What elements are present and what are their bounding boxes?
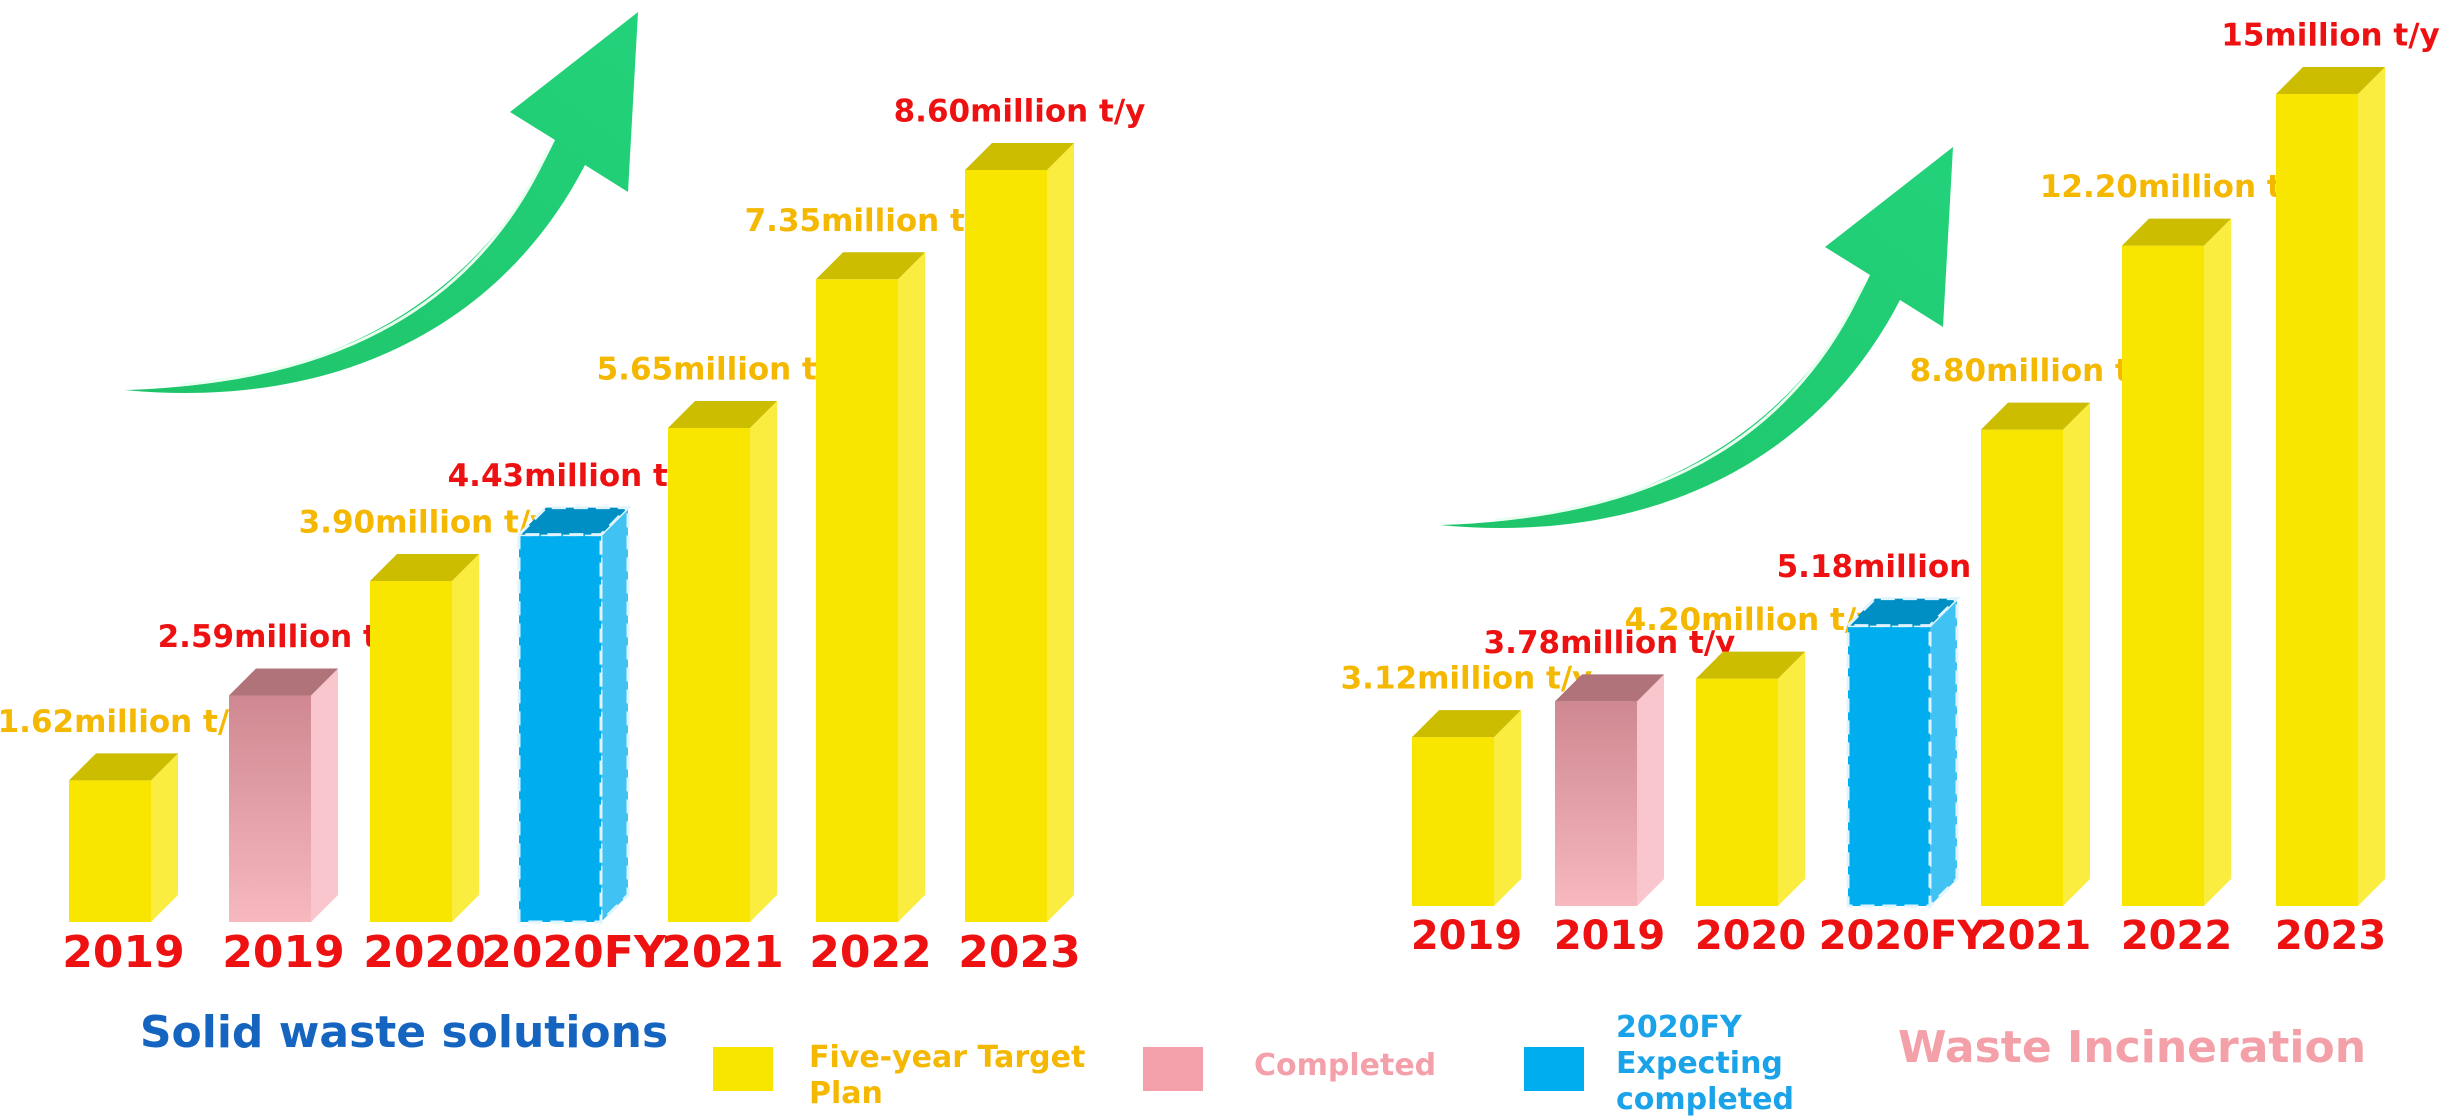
value-label: 3.90million t/y	[299, 504, 551, 540]
bar-top	[1696, 651, 1805, 679]
bar-top	[668, 400, 777, 428]
bar	[816, 279, 898, 922]
bar-side	[2204, 218, 2231, 906]
legend-label: Completed	[1254, 1048, 1437, 1083]
category-label: 2020FY	[1819, 913, 1988, 959]
bar-top	[69, 753, 178, 781]
bar	[1555, 701, 1637, 906]
legend-swatch	[1524, 1047, 1584, 1091]
bar-top	[370, 553, 479, 581]
arrow-right	[1440, 147, 1953, 529]
category-label: 2021	[661, 927, 783, 978]
bar-top	[816, 252, 925, 280]
bar	[2276, 94, 2358, 906]
chart-title: Solid waste solutions	[140, 1007, 668, 1058]
category-label: 2019	[1554, 913, 1665, 959]
bar-top	[965, 143, 1074, 170]
bar	[370, 580, 452, 922]
legend-label: Five-year Target Plan	[809, 1040, 1086, 1111]
bar-top	[1844, 597, 1961, 628]
bar-side	[311, 668, 338, 922]
bar-side	[1494, 710, 1521, 906]
bar	[1696, 678, 1778, 906]
value-label: 4.20million t/y	[1625, 602, 1877, 638]
bar	[1981, 429, 2063, 906]
bar-top	[515, 506, 632, 537]
bar-side	[2063, 402, 2090, 906]
bar-top	[1981, 402, 2090, 430]
value-label: 1.62million t/y	[0, 704, 249, 740]
bar	[229, 695, 311, 922]
category-label: 2020	[1695, 913, 1806, 959]
category-label: 2019	[62, 927, 184, 978]
category-label: 2023	[958, 927, 1080, 978]
value-label: 8.60million t/y	[894, 94, 1146, 130]
value-label: 8.80million t/y	[1910, 353, 2162, 389]
bar-side	[1637, 674, 1664, 906]
bar	[69, 780, 151, 922]
category-label: 2022	[809, 927, 931, 978]
bar-top	[229, 668, 338, 696]
bar	[2122, 245, 2204, 906]
bar-top	[1412, 710, 1521, 738]
bar-chart: 3.12million t/y 2019 3.78million t/y 2019 4.…	[1341, 18, 2440, 960]
legend-swatch	[1143, 1047, 1203, 1091]
value-label: 5.65million t/y	[597, 351, 849, 387]
bar-top	[2276, 67, 2385, 94]
category-label: 2021	[1980, 913, 2091, 959]
category-label: 2023	[2275, 913, 2386, 959]
bar	[517, 533, 603, 924]
bar-side	[898, 252, 925, 923]
bar-side	[452, 553, 479, 922]
bar-side	[2358, 67, 2385, 906]
category-label: 2020	[363, 927, 485, 978]
bar-top	[2122, 218, 2231, 246]
legend-swatch	[713, 1047, 773, 1091]
value-label: 7.35million t/y	[745, 203, 997, 239]
bar-chart: 1.62million t/y 2019 2.59million t/y 2019 3.…	[0, 94, 1145, 979]
bar-side	[1047, 143, 1074, 922]
value-label: 12.20million t/y	[2040, 169, 2313, 205]
value-label: 2.59million t/y	[158, 619, 410, 655]
value-label: 4.43million t/y	[448, 458, 700, 494]
bar-side	[599, 504, 630, 926]
bar-top	[1555, 674, 1664, 702]
category-label: 2020FY	[481, 927, 667, 978]
category-label: 2019	[222, 927, 344, 978]
category-label: 2019	[1411, 913, 1522, 959]
legend-label: 2020FY Expecting completed	[1616, 1010, 1794, 1117]
bar-side	[750, 400, 777, 922]
value-label: 3.78million t/y	[1484, 625, 1736, 661]
arrow-left	[125, 12, 638, 394]
value-label: 3.12million t/y	[1341, 661, 1593, 697]
bar	[1412, 737, 1494, 906]
bar	[965, 170, 1047, 922]
category-label: 2022	[2121, 913, 2232, 959]
bar	[668, 427, 750, 922]
value-label: 15million t/y	[2221, 18, 2439, 54]
bar-side	[151, 753, 178, 922]
bar-side	[1928, 594, 1959, 910]
chart-title: Waste Incineration	[1898, 1022, 2366, 1073]
bar	[1846, 624, 1932, 908]
bar-side	[1778, 651, 1805, 906]
